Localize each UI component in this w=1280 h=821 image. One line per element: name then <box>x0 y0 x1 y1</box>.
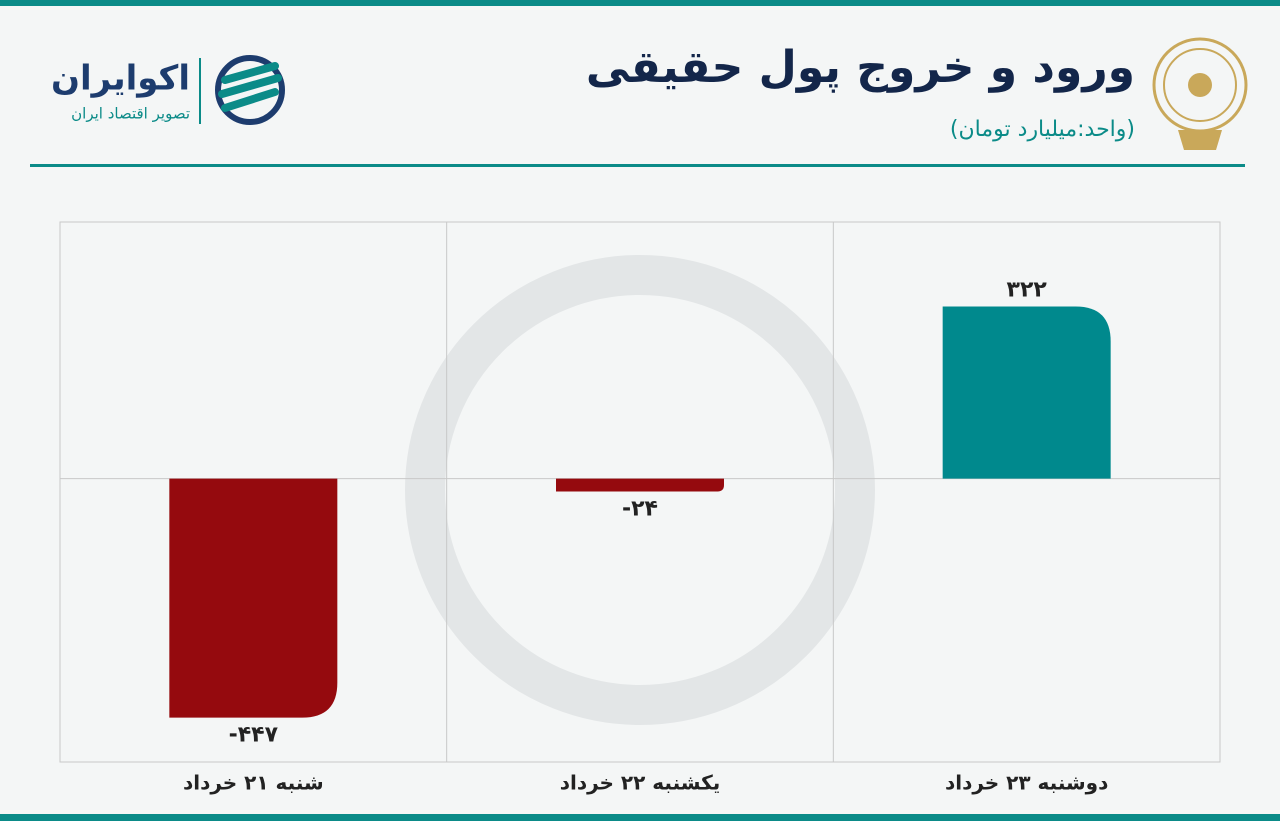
watermark <box>405 255 875 725</box>
bar <box>556 478 724 492</box>
separator <box>30 164 1245 167</box>
plot-frame <box>59 221 1221 763</box>
value-label: -۲۴ <box>622 496 658 521</box>
value-label: ۳۲۲ <box>1007 277 1048 302</box>
x-tick-label: شنبه ۲۱ خرداد <box>183 771 324 795</box>
bar <box>169 478 338 718</box>
bottom-band <box>0 814 1280 821</box>
brand-logo <box>199 55 285 125</box>
brand-name: اکوایران <box>51 59 190 99</box>
top-band <box>0 0 1280 6</box>
x-tick-label: دوشنبه ۲۳ خرداد <box>945 771 1108 795</box>
x-tick-label: یکشنبه ۲۲ خرداد <box>560 771 721 795</box>
chart-title: ورود و خروج پول حقیقی <box>586 42 1135 93</box>
bar <box>942 306 1111 479</box>
brand-tagline: تصویر اقتصاد ایران <box>71 105 190 123</box>
chart-subtitle: (واحد:میلیارد تومان) <box>950 117 1135 142</box>
emblem <box>1152 37 1248 150</box>
value-label: -۴۴۷ <box>229 723 279 748</box>
